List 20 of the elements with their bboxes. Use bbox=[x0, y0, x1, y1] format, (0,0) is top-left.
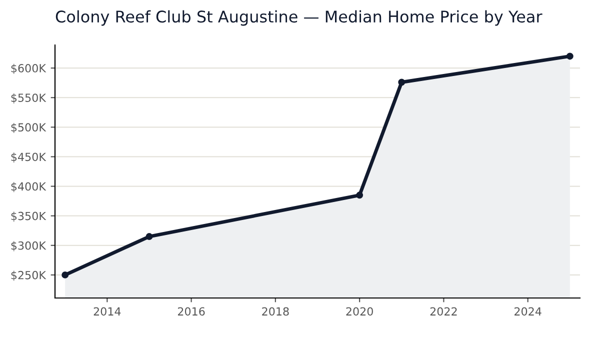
x-tick-label: 2022 bbox=[430, 307, 457, 316]
point bbox=[356, 192, 364, 199]
y-tick-label: $600K bbox=[11, 64, 46, 74]
y-tick-label: $300K bbox=[11, 241, 46, 252]
x-tick-label: 2024 bbox=[514, 307, 542, 316]
y-tick-label: $350K bbox=[11, 212, 46, 222]
y-tick-label: $450K bbox=[11, 152, 46, 163]
point bbox=[62, 271, 69, 278]
point bbox=[398, 78, 406, 86]
y-tick-label: $250K bbox=[11, 270, 46, 281]
x-tick-label: 2018 bbox=[262, 307, 289, 316]
y-tick-label: $500K bbox=[11, 122, 46, 134]
x-tick-label: 2014 bbox=[94, 307, 121, 316]
x-tick-label: 2020 bbox=[346, 307, 373, 316]
chart-title: Colony Reef Club St Augustine — Median Home Price by Year bbox=[56, 10, 542, 26]
point bbox=[566, 52, 574, 60]
y-tick-label: $400K bbox=[11, 182, 46, 192]
x-tick-label: 2016 bbox=[178, 307, 205, 316]
point bbox=[146, 233, 153, 240]
y-tick-label: $550K bbox=[11, 93, 46, 104]
